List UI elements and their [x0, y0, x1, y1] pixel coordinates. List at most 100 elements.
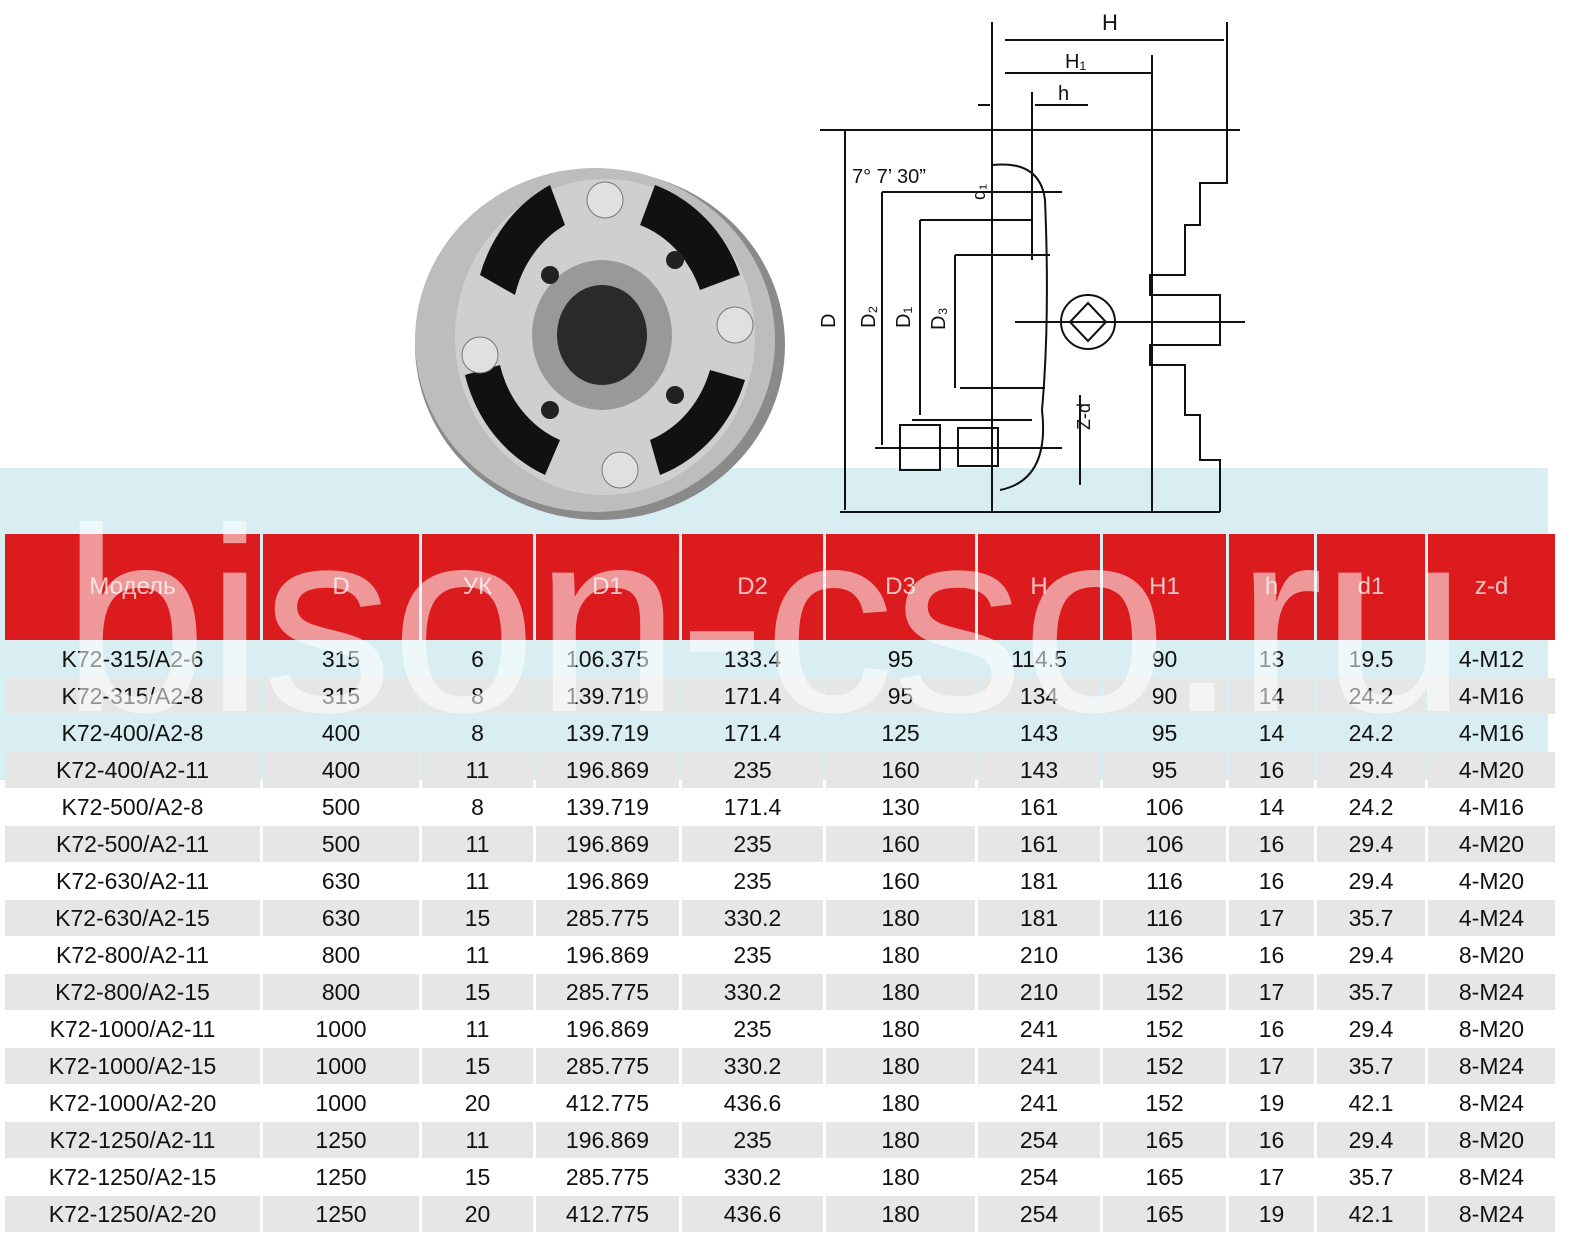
table-cell: 235: [733, 1015, 772, 1042]
table-cell: 800: [263, 974, 419, 1010]
table-cell: K72-1250/A2-15: [48, 1163, 217, 1190]
label-D3: D₃: [928, 307, 950, 330]
table-cell: 161: [1019, 793, 1059, 820]
table-cell: 180: [881, 1163, 920, 1190]
table-cell: K72-500/A2-8: [61, 793, 204, 820]
table-cell: 95: [1151, 719, 1178, 746]
table-cell: 254: [978, 1122, 1100, 1158]
table-cell: 630: [263, 900, 419, 936]
table-cell: 285.775: [536, 1048, 679, 1084]
table-cell: 165: [1103, 1196, 1226, 1232]
table-cell: 196.869: [536, 826, 679, 862]
table-row: K72-630/A2-11 630 11 196.869 235 160 181 116 16 2…: [5, 863, 1555, 899]
table-cell: 160: [826, 826, 975, 862]
table-cell: K72-1000/A2-15: [5, 1048, 260, 1084]
column-header: УК: [422, 534, 533, 640]
table-cell: 4-M20: [1428, 752, 1555, 788]
label-H1: H₁: [1065, 51, 1086, 73]
table-cell: 241: [978, 1048, 1100, 1084]
table-cell: 4-M16: [1458, 719, 1525, 746]
table-cell: 16: [1229, 826, 1314, 862]
table-cell: 11: [465, 867, 490, 894]
table-cell: 180: [826, 900, 975, 936]
table-cell: 436.6: [682, 1196, 823, 1232]
column-header: H: [978, 534, 1100, 640]
column-header: H1: [1103, 534, 1226, 640]
table-cell: 1250: [263, 1196, 419, 1232]
table-cell: 95: [826, 678, 975, 714]
table-cell: 106: [1103, 826, 1226, 862]
table-row: K72-630/A2-15 630 15 285.775 330.2 180 181 116 1…: [5, 900, 1555, 936]
table-cell: 24.2: [1348, 719, 1394, 746]
table-cell: 6: [471, 645, 484, 672]
table-cell: 29.4: [1317, 1122, 1425, 1158]
table-cell: 412.775: [536, 1196, 679, 1232]
label-H: H: [1102, 10, 1118, 35]
column-header: D2: [682, 534, 823, 640]
table-cell: 500: [321, 793, 361, 820]
table-cell: 180: [881, 1089, 920, 1116]
table-cell: 210: [978, 974, 1100, 1010]
table-cell: 15: [422, 900, 533, 936]
table-cell: 285.775: [536, 900, 679, 936]
table-cell: 800: [321, 941, 361, 968]
table-cell: 235: [682, 752, 823, 788]
table-cell: 90: [1103, 678, 1226, 714]
table-cell: 165: [1145, 1163, 1184, 1190]
table-row: K72-500/A2-8 500 8 139.719 171.4 130 161 106 14 2…: [5, 789, 1555, 825]
table-cell: 330.2: [723, 1163, 782, 1190]
table-cell: 1250: [263, 1122, 419, 1158]
table-cell: 29.4: [1348, 1015, 1394, 1042]
table-cell: 235: [733, 941, 772, 968]
table-cell: 20: [422, 1196, 533, 1232]
table-cell: K72-800/A2-15: [5, 974, 260, 1010]
table-cell: 180: [826, 1196, 975, 1232]
table-cell: 139.719: [565, 719, 650, 746]
table-cell: 35.7: [1348, 1163, 1394, 1190]
table-cell: 11: [422, 826, 533, 862]
table-cell: 134: [978, 678, 1100, 714]
table-cell: 8: [471, 719, 484, 746]
table-cell: 11: [465, 1015, 490, 1042]
table-cell: 19: [1229, 1196, 1314, 1232]
label-D1: D₁: [893, 307, 915, 328]
table-cell: 630: [321, 867, 361, 894]
column-header: D3: [826, 534, 975, 640]
table-cell: 106.375: [565, 645, 650, 672]
table-cell: 17: [1229, 1048, 1314, 1084]
table-cell: 14: [1258, 793, 1285, 820]
table-cell: 19.5: [1348, 645, 1394, 672]
table-cell: K72-1250/A2-11: [5, 1122, 260, 1158]
table-cell: 4-M12: [1458, 645, 1525, 672]
table-cell: 29.4: [1317, 752, 1425, 788]
table-cell: K72-630/A2-11: [55, 867, 209, 894]
table-cell: 160: [881, 867, 920, 894]
table-cell: 29.4: [1317, 826, 1425, 862]
table-cell: 4-M16: [1428, 678, 1555, 714]
label-angle: 7° 7’ 30”: [852, 166, 926, 188]
table-cell: K72-630/A2-15: [5, 900, 260, 936]
table-cell: 4-M20: [1458, 867, 1525, 894]
table-cell: 14: [1229, 678, 1314, 714]
table-cell: 17: [1229, 900, 1314, 936]
table-cell: 116: [1103, 900, 1226, 936]
table-cell: 196.869: [536, 1122, 679, 1158]
table-cell: 180: [826, 974, 975, 1010]
table-cell: 35.7: [1317, 974, 1425, 1010]
table-cell: 152: [1145, 1089, 1184, 1116]
table-cell: 285.775: [536, 974, 679, 1010]
table-cell: 500: [263, 826, 419, 862]
table-cell: 15: [422, 1048, 533, 1084]
table-cell: 235: [682, 826, 823, 862]
table-cell: K72-500/A2-11: [5, 826, 260, 862]
table-cell: 254: [978, 1196, 1100, 1232]
chuck-photo: [415, 168, 785, 520]
table-cell: 130: [881, 793, 920, 820]
table-cell: 8: [422, 678, 533, 714]
table-cell: 16: [1258, 867, 1285, 894]
table-cell: K72-800/A2-11: [55, 941, 209, 968]
table-cell: 24.2: [1348, 793, 1394, 820]
table-cell: 8-M24: [1458, 1089, 1525, 1116]
table-cell: 143: [1019, 719, 1059, 746]
table-cell: 8-M24: [1428, 974, 1555, 1010]
